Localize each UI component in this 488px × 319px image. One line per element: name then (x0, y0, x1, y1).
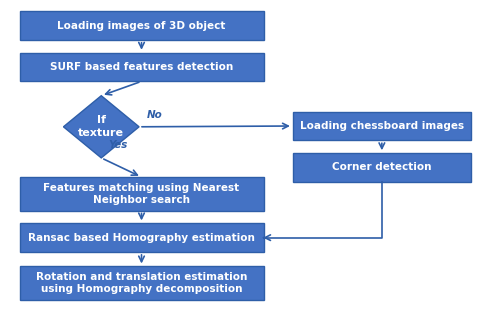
Text: Loading images of 3D object: Loading images of 3D object (57, 20, 226, 31)
Text: Rotation and translation estimation
using Homography decomposition: Rotation and translation estimation usin… (36, 272, 247, 294)
FancyBboxPatch shape (20, 223, 264, 252)
Text: Features matching using Nearest
Neighbor search: Features matching using Nearest Neighbor… (43, 182, 240, 205)
Text: Loading chessboard images: Loading chessboard images (300, 121, 464, 131)
FancyBboxPatch shape (20, 177, 264, 211)
Polygon shape (63, 96, 139, 158)
Text: If
texture: If texture (78, 115, 124, 138)
FancyBboxPatch shape (20, 11, 264, 40)
Text: Yes: Yes (109, 140, 128, 150)
FancyBboxPatch shape (20, 53, 264, 81)
Text: SURF based features detection: SURF based features detection (50, 62, 233, 72)
Text: No: No (146, 110, 162, 120)
Text: Ransac based Homography estimation: Ransac based Homography estimation (28, 233, 255, 243)
FancyBboxPatch shape (293, 112, 471, 140)
FancyBboxPatch shape (20, 266, 264, 300)
Text: Corner detection: Corner detection (332, 162, 431, 173)
FancyBboxPatch shape (293, 153, 471, 182)
